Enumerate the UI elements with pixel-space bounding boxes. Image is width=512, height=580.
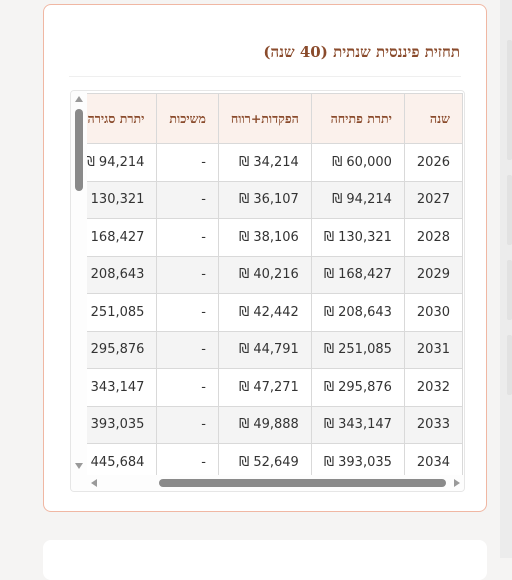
cell-opening-balance: 94,214 ₪: [310, 180, 405, 219]
cell-closing-balance: 393,035 ₪: [87, 405, 158, 444]
background-card-edge: [507, 40, 512, 160]
cell-withdrawals: -: [156, 330, 219, 369]
horizontal-scrollbar[interactable]: [71, 475, 464, 491]
background-card-edge: [507, 175, 512, 245]
cell-closing-balance: 445,684 ₪: [87, 443, 158, 475]
cell-opening-balance: 208,643 ₪: [310, 293, 405, 332]
vertical-scroll-thumb[interactable]: [75, 109, 83, 191]
cell-withdrawals: -: [156, 368, 219, 407]
background-card-edge: [507, 260, 512, 320]
cell-opening-balance: 343,147 ₪: [310, 405, 405, 444]
title-divider: [69, 76, 461, 77]
cell-withdrawals: -: [156, 218, 219, 257]
column-header-deposits-profit[interactable]: הפקדות+רווח: [217, 93, 312, 144]
column-header-year[interactable]: שנה: [403, 93, 463, 144]
cell-opening-balance: 168,427 ₪: [310, 255, 405, 294]
scroll-up-arrow-icon[interactable]: [75, 96, 83, 102]
vertical-scrollbar[interactable]: [71, 91, 87, 475]
cell-year: 2028: [403, 218, 463, 257]
cell-withdrawals: -: [156, 143, 219, 182]
background-card-edge: [507, 335, 512, 395]
cell-deposits-profit: 44,791 ₪: [217, 330, 312, 369]
cell-closing-balance: 130,321 ₪: [87, 180, 158, 219]
table-scroll-viewport[interactable]: שנה יתרת פתיחה הפקדות+רווח משיכות יתרת ס…: [87, 91, 463, 475]
forecast-table: שנה יתרת פתיחה הפקדות+רווח משיכות יתרת ס…: [87, 93, 463, 475]
cell-deposits-profit: 34,214 ₪: [217, 143, 312, 182]
cell-deposits-profit: 40,216 ₪: [217, 255, 312, 294]
cell-year: 2031: [403, 330, 463, 369]
cell-deposits-profit: 38,106 ₪: [217, 218, 312, 257]
cell-deposits-profit: 36,107 ₪: [217, 180, 312, 219]
column-header-withdrawals[interactable]: משיכות: [156, 93, 219, 144]
table-header-row: שנה יתרת פתיחה הפקדות+רווח משיכות יתרת ס…: [87, 93, 463, 144]
column-header-opening-balance[interactable]: יתרת פתיחה: [310, 93, 405, 144]
cell-year: 2032: [403, 368, 463, 407]
horizontal-scroll-thumb[interactable]: [159, 479, 446, 487]
cell-deposits-profit: 47,271 ₪: [217, 368, 312, 407]
cell-opening-balance: 60,000 ₪: [310, 143, 405, 182]
cell-opening-balance: 295,876 ₪: [310, 368, 405, 407]
cell-closing-balance: 168,427 ₪: [87, 218, 158, 257]
cell-opening-balance: 251,085 ₪: [310, 330, 405, 369]
cell-year: 2030: [403, 293, 463, 332]
cell-closing-balance: 94,214 ₪: [87, 143, 158, 182]
scroll-right-arrow-icon[interactable]: [454, 479, 460, 487]
cell-year: 2029: [403, 255, 463, 294]
next-card: [43, 540, 487, 580]
column-header-closing-balance[interactable]: יתרת סגירה: [87, 93, 158, 144]
cell-withdrawals: -: [156, 255, 219, 294]
card-title: תחזית פיננסית שנתית (40 שנה): [263, 43, 460, 61]
scroll-down-arrow-icon[interactable]: [75, 463, 83, 469]
scroll-left-arrow-icon[interactable]: [91, 479, 97, 487]
cell-withdrawals: -: [156, 180, 219, 219]
cell-deposits-profit: 42,442 ₪: [217, 293, 312, 332]
cell-opening-balance: 130,321 ₪: [310, 218, 405, 257]
cell-closing-balance: 295,876 ₪: [87, 330, 158, 369]
cell-withdrawals: -: [156, 405, 219, 444]
cell-withdrawals: -: [156, 293, 219, 332]
cell-year: 2026: [403, 143, 463, 182]
cell-deposits-profit: 49,888 ₪: [217, 405, 312, 444]
cell-deposits-profit: 52,649 ₪: [217, 443, 312, 475]
cell-closing-balance: 343,147 ₪: [87, 368, 158, 407]
cell-opening-balance: 393,035 ₪: [310, 443, 405, 475]
cell-year: 2027: [403, 180, 463, 219]
background-page-edge: [500, 0, 512, 558]
forecast-table-container: שנה יתרת פתיחה הפקדות+רווח משיכות יתרת ס…: [70, 90, 465, 492]
cell-closing-balance: 251,085 ₪: [87, 293, 158, 332]
cell-year: 2034: [403, 443, 463, 475]
annual-forecast-card: תחזית פיננסית שנתית (40 שנה) שנה יתרת פת…: [43, 4, 487, 512]
cell-closing-balance: 208,643 ₪: [87, 255, 158, 294]
cell-withdrawals: -: [156, 443, 219, 475]
cell-year: 2033: [403, 405, 463, 444]
